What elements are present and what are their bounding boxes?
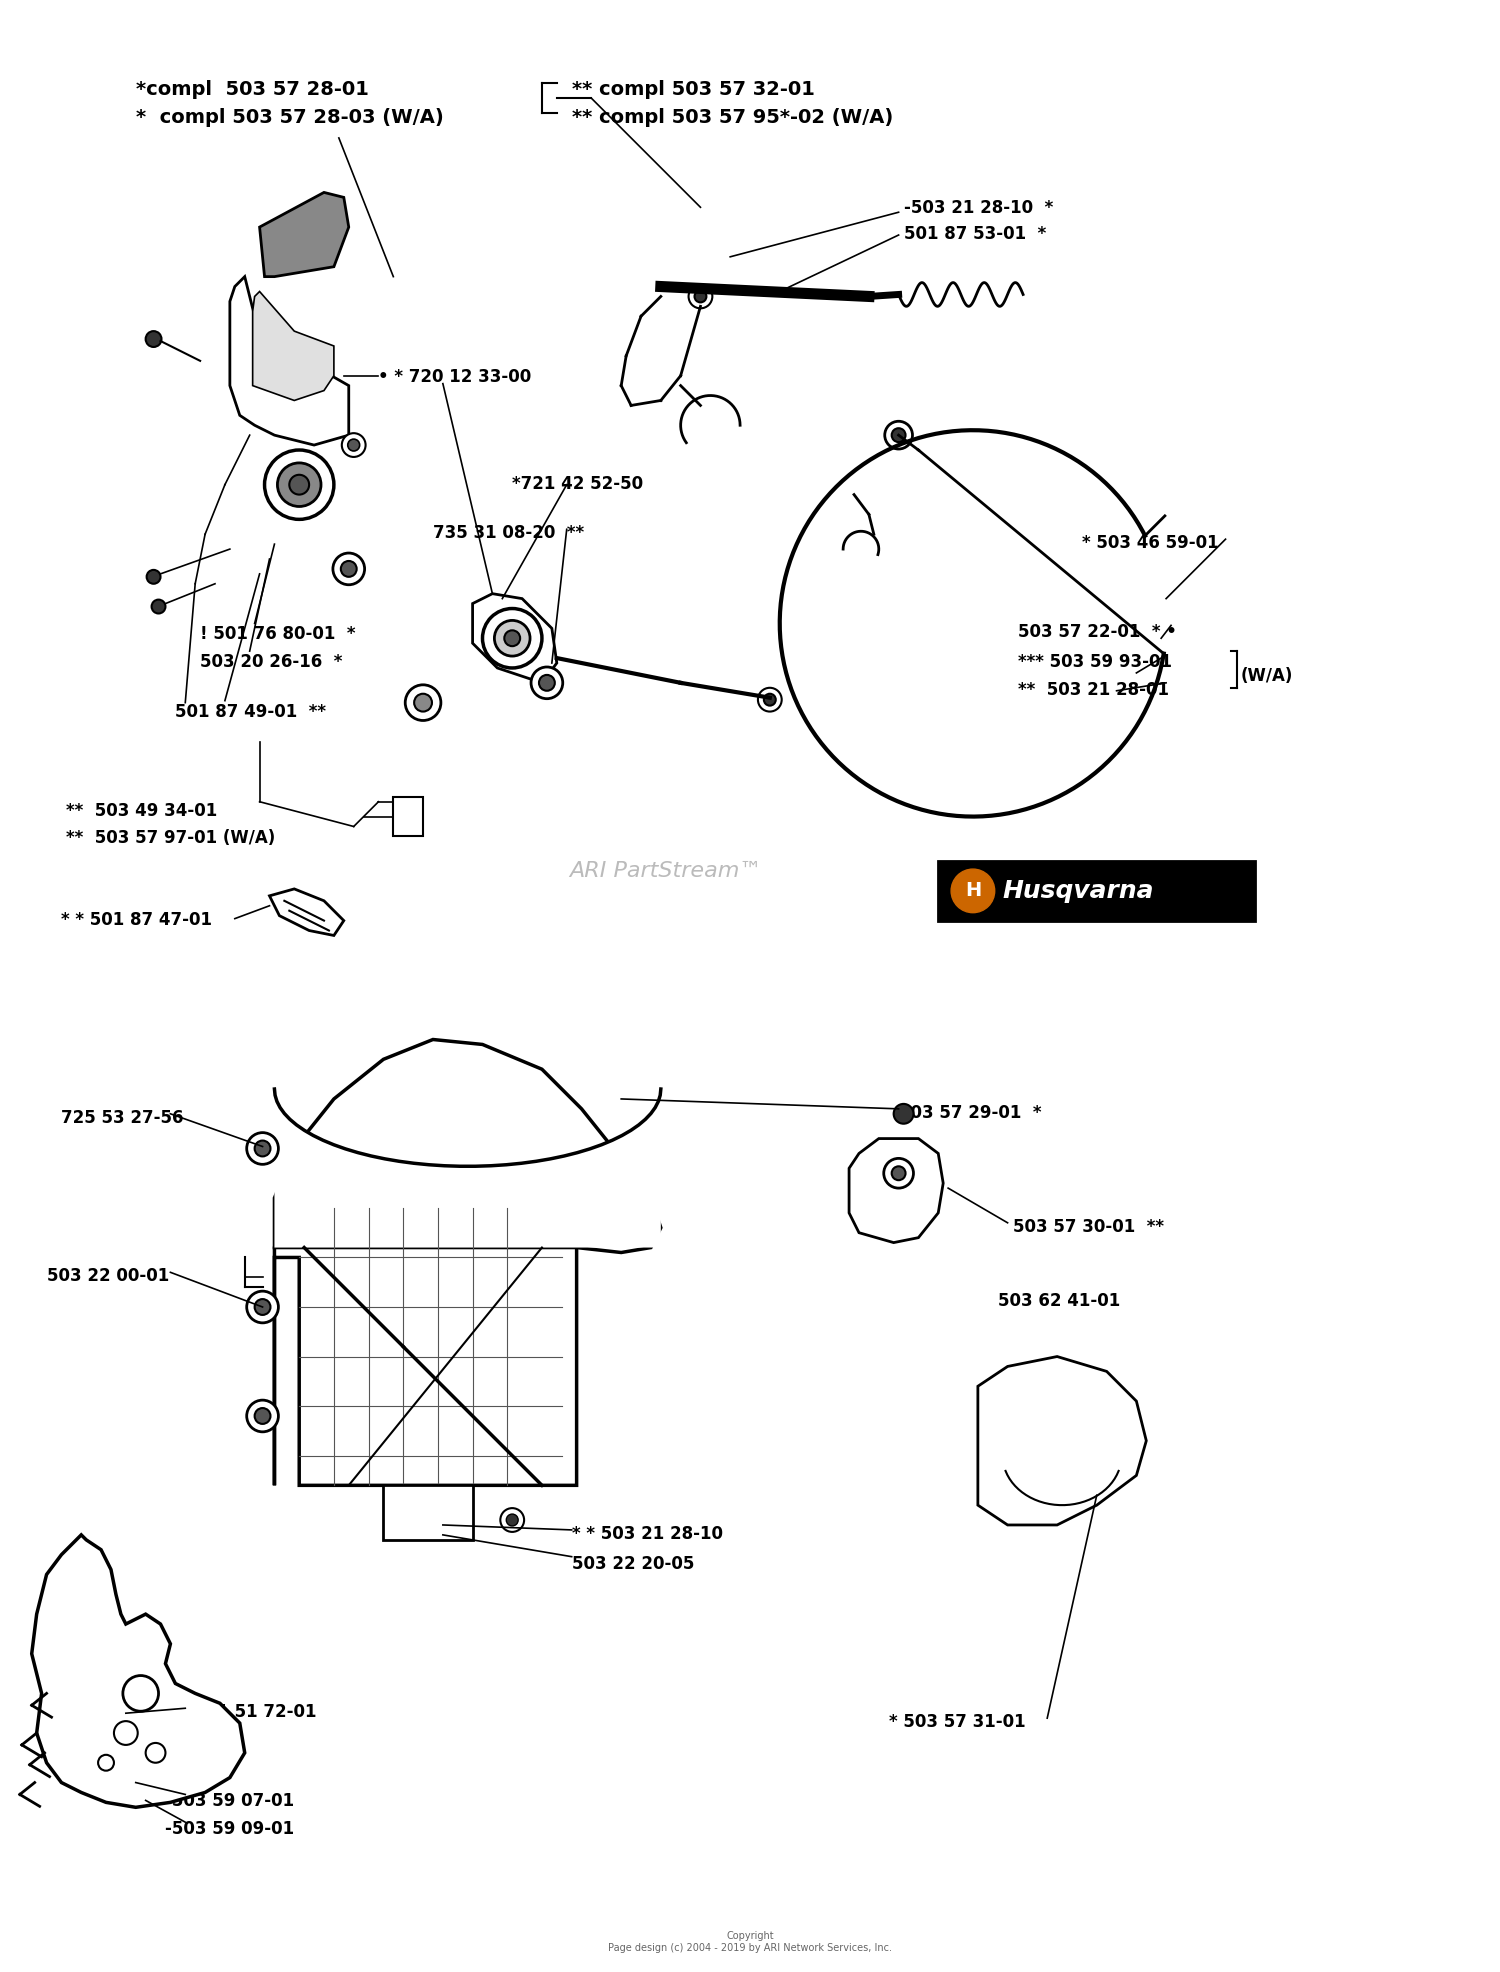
Circle shape xyxy=(255,1140,270,1156)
Circle shape xyxy=(264,450,334,519)
Text: • * 720 12 33-00: • * 720 12 33-00 xyxy=(378,367,531,387)
Polygon shape xyxy=(230,276,348,446)
Polygon shape xyxy=(978,1357,1146,1524)
Text: -503 59 09-01: -503 59 09-01 xyxy=(165,1820,294,1838)
Polygon shape xyxy=(274,1089,662,1248)
Text: Copyright
Page design (c) 2004 - 2019 by ARI Network Services, Inc.: Copyright Page design (c) 2004 - 2019 by… xyxy=(608,1931,892,1952)
Text: 725 53 27-56: 725 53 27-56 xyxy=(62,1108,184,1126)
Text: ARI PartStream™: ARI PartStream™ xyxy=(570,862,762,881)
Circle shape xyxy=(278,463,321,507)
Text: 503 20 26-16  *: 503 20 26-16 * xyxy=(200,653,342,670)
Text: ** compl 503 57 95*-02 (W/A): ** compl 503 57 95*-02 (W/A) xyxy=(572,108,892,128)
Text: 501 87 49-01  **: 501 87 49-01 ** xyxy=(176,702,327,720)
Text: 503 62 41-01: 503 62 41-01 xyxy=(998,1292,1120,1309)
Circle shape xyxy=(146,331,162,347)
Text: **  503 21 28-01: ** 503 21 28-01 xyxy=(1017,680,1168,698)
Text: 501 87 53-01  *: 501 87 53-01 * xyxy=(903,225,1046,243)
Circle shape xyxy=(891,1165,906,1179)
Text: H: H xyxy=(964,881,981,901)
Circle shape xyxy=(495,621,530,657)
Circle shape xyxy=(405,684,441,720)
Circle shape xyxy=(147,570,160,584)
Text: 503 57 29-01  *: 503 57 29-01 * xyxy=(898,1104,1041,1122)
Circle shape xyxy=(98,1755,114,1771)
Text: * 503 46 59-01: * 503 46 59-01 xyxy=(1082,534,1218,552)
Polygon shape xyxy=(472,594,556,682)
Circle shape xyxy=(884,1158,914,1187)
Circle shape xyxy=(246,1400,279,1432)
Polygon shape xyxy=(849,1138,944,1242)
Circle shape xyxy=(688,284,712,308)
Polygon shape xyxy=(274,1203,576,1485)
Circle shape xyxy=(333,552,364,586)
Circle shape xyxy=(342,434,366,458)
Polygon shape xyxy=(274,1039,662,1252)
Circle shape xyxy=(694,290,706,302)
Circle shape xyxy=(483,609,542,669)
Circle shape xyxy=(891,428,906,442)
Text: -503 59 07-01: -503 59 07-01 xyxy=(165,1793,294,1810)
Circle shape xyxy=(501,1509,524,1532)
Text: (W/A): (W/A) xyxy=(1240,667,1293,684)
Text: * 501 51 72-01: * 501 51 72-01 xyxy=(180,1704,316,1722)
Circle shape xyxy=(340,560,357,578)
Circle shape xyxy=(894,1104,914,1124)
Polygon shape xyxy=(270,889,344,935)
Circle shape xyxy=(255,1300,270,1315)
Text: *721 42 52-50: *721 42 52-50 xyxy=(512,475,644,493)
Circle shape xyxy=(290,475,309,495)
Circle shape xyxy=(114,1722,138,1745)
Polygon shape xyxy=(252,292,334,400)
Circle shape xyxy=(758,688,782,712)
Circle shape xyxy=(538,674,555,690)
Circle shape xyxy=(951,870,994,913)
Text: **  503 57 97-01 (W/A): ** 503 57 97-01 (W/A) xyxy=(66,830,276,848)
Circle shape xyxy=(507,1514,518,1526)
Text: *compl  503 57 28-01: *compl 503 57 28-01 xyxy=(135,81,369,99)
Text: *  compl 503 57 28-03 (W/A): * compl 503 57 28-03 (W/A) xyxy=(135,108,444,128)
Circle shape xyxy=(123,1676,159,1712)
Polygon shape xyxy=(260,193,348,276)
Circle shape xyxy=(152,599,165,613)
Circle shape xyxy=(246,1292,279,1323)
Text: 503 22 00-01: 503 22 00-01 xyxy=(46,1268,170,1286)
Circle shape xyxy=(531,667,562,698)
Text: 735 31 08-20  **: 735 31 08-20 ** xyxy=(433,525,584,542)
Text: *** 503 59 93-01: *** 503 59 93-01 xyxy=(1017,653,1172,670)
Bar xyxy=(384,1485,472,1540)
Text: * 503 57 31-01: * 503 57 31-01 xyxy=(888,1714,1026,1731)
Text: 503 57 30-01  **: 503 57 30-01 ** xyxy=(1013,1219,1164,1236)
Text: **  503 49 34-01: ** 503 49 34-01 xyxy=(66,803,218,820)
Text: Husqvarna: Husqvarna xyxy=(1002,880,1154,903)
Text: 503 22 20-05: 503 22 20-05 xyxy=(572,1554,694,1574)
Text: -503 21 28-10  *: -503 21 28-10 * xyxy=(903,199,1053,217)
Circle shape xyxy=(255,1408,270,1424)
Circle shape xyxy=(504,631,520,647)
Circle shape xyxy=(246,1132,279,1163)
Polygon shape xyxy=(32,1534,245,1806)
Circle shape xyxy=(885,422,912,450)
Text: 503 57 22-01  * •: 503 57 22-01 * • xyxy=(1017,623,1176,641)
Circle shape xyxy=(146,1743,165,1763)
Circle shape xyxy=(414,694,432,712)
Text: ! 501 76 80-01  *: ! 501 76 80-01 * xyxy=(200,625,356,643)
Circle shape xyxy=(348,440,360,452)
Text: ** compl 503 57 32-01: ** compl 503 57 32-01 xyxy=(572,81,814,99)
Text: * * 503 21 28-10: * * 503 21 28-10 xyxy=(572,1524,723,1542)
Circle shape xyxy=(764,694,776,706)
Text: * * 501 87 47-01: * * 501 87 47-01 xyxy=(62,911,213,929)
FancyBboxPatch shape xyxy=(938,862,1256,921)
